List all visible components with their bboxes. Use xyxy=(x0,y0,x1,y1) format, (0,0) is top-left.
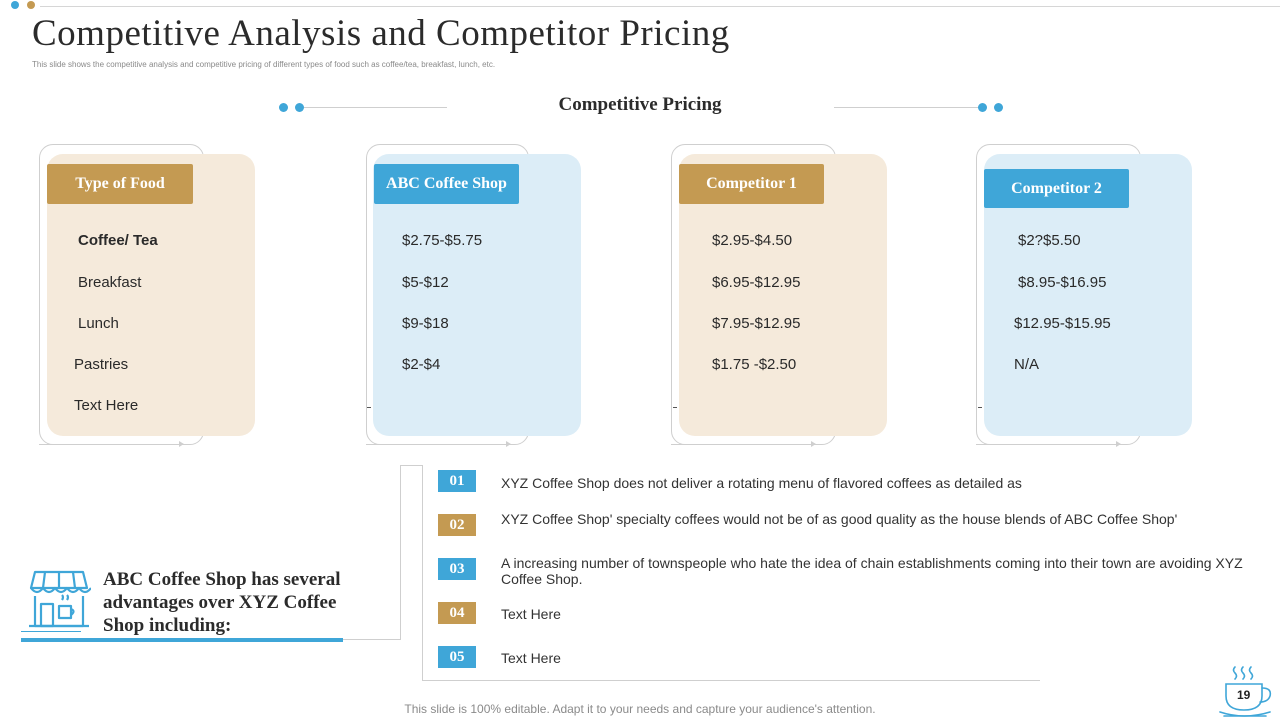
price-cell: N/A xyxy=(1014,356,1040,373)
decor-dot xyxy=(994,103,1003,112)
arrow-line xyxy=(39,444,179,445)
price-cell: $8.95-$16.95 xyxy=(1018,274,1107,291)
point-text: A increasing number of townspeople who h… xyxy=(501,555,1243,587)
point-number: 02 xyxy=(438,514,476,536)
decor-dot-gold xyxy=(27,1,35,9)
arrow-head xyxy=(179,441,184,447)
advantages-underline-thin xyxy=(21,631,81,632)
price-cell: $1.75 -$2.50 xyxy=(712,356,797,373)
decor-dot xyxy=(978,103,987,112)
advantages-bracket-bottom xyxy=(343,639,401,640)
advantages-bracket xyxy=(400,465,423,640)
point-text: Text Here xyxy=(501,650,561,666)
decor-dot xyxy=(295,103,304,112)
arrow-head xyxy=(1116,441,1121,447)
page-number: 19 xyxy=(1237,688,1251,702)
arrow-head xyxy=(811,441,816,447)
dash-mark xyxy=(367,407,371,408)
price-cell: $7.95-$12.95 xyxy=(712,315,801,332)
column-header-competitor-1: Competitor 1 xyxy=(679,164,824,204)
price-cell: $12.95-$15.95 xyxy=(1014,315,1111,332)
food-item: Lunch xyxy=(78,315,119,332)
point-text: XYZ Coffee Shop does not deliver a rotat… xyxy=(501,475,1022,491)
point-number: 01 xyxy=(438,470,476,492)
slide-subtitle: This slide shows the competitive analysi… xyxy=(32,60,496,69)
advantages-heading: ABC Coffee Shop has several advantages o… xyxy=(103,569,341,636)
food-item: Pastries xyxy=(74,356,129,373)
points-bottom-rule xyxy=(422,680,1040,681)
food-item: Breakfast xyxy=(78,274,142,291)
point-number: 04 xyxy=(438,602,476,624)
price-cell: $2?$5.50 xyxy=(1018,232,1081,249)
heading-rule-right xyxy=(834,107,979,108)
point-number: 05 xyxy=(438,646,476,668)
price-cell: $9-$18 xyxy=(402,315,449,332)
column-header-competitor-2: Competitor 2 xyxy=(984,169,1129,208)
decor-dot-blue xyxy=(11,1,19,9)
dash-mark xyxy=(673,407,677,408)
coffee-cup-icon xyxy=(1218,664,1276,720)
decor-dot xyxy=(279,103,288,112)
dash-mark xyxy=(978,407,982,408)
arrow-head xyxy=(506,441,511,447)
arrow-line xyxy=(366,444,506,445)
point-text: Text Here xyxy=(501,606,561,622)
price-cell: $2.95-$4.50 xyxy=(712,232,793,249)
point-number: 03 xyxy=(438,558,476,580)
shop-icon xyxy=(27,568,92,630)
price-cell: $6.95-$12.95 xyxy=(712,274,801,291)
price-cell: $5-$12 xyxy=(402,274,449,291)
price-cell: $2-$4 xyxy=(402,356,441,373)
price-cell: $2.75-$5.75 xyxy=(402,232,483,249)
arrow-line xyxy=(976,444,1116,445)
section-heading: Competitive Pricing xyxy=(558,94,722,115)
footer-note: This slide is 100% editable. Adapt it to… xyxy=(404,702,876,716)
column-header-abc-coffee-shop: ABC Coffee Shop xyxy=(374,164,519,204)
food-item: Coffee/ Tea xyxy=(78,232,158,249)
heading-rule-left xyxy=(304,107,447,108)
advantages-underline xyxy=(21,638,343,642)
points-left-rule xyxy=(422,465,423,680)
point-text: XYZ Coffee Shop' specialty coffees would… xyxy=(501,511,1178,527)
food-item: Text Here xyxy=(74,397,139,414)
top-rule xyxy=(40,6,1280,7)
arrow-line xyxy=(671,444,811,445)
column-header-type-of-food: Type of Food xyxy=(47,164,193,204)
slide-title: Competitive Analysis and Competitor Pric… xyxy=(32,13,730,54)
